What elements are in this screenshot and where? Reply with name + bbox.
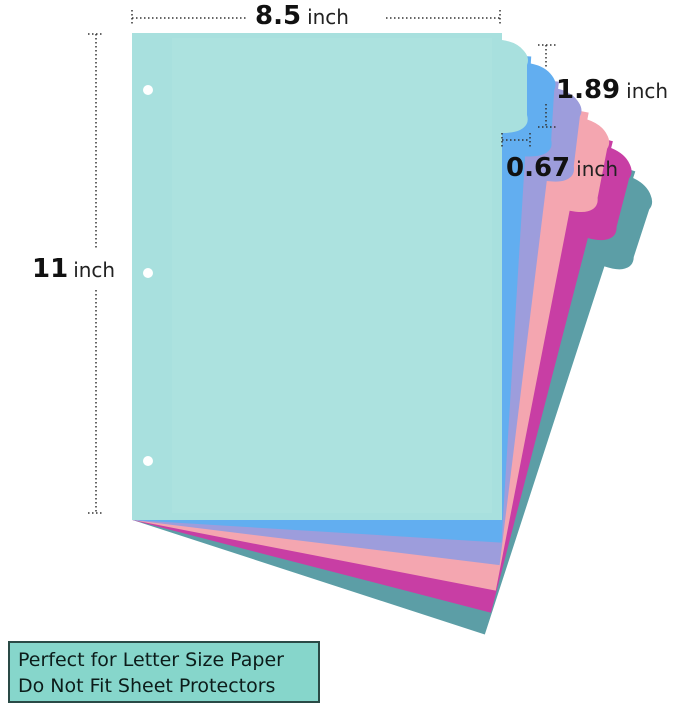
dimension-label: 1.89 inch [556,75,668,105]
note-line: Perfect for Letter Size Paper [18,649,284,671]
punch-hole [143,456,153,466]
dimension-value: 0.67 [506,153,570,183]
dimension-lines [88,10,556,514]
dimension-labels: 8.5 inch 1.89 inch 0.67 inch 11 inch [32,1,668,284]
dimension-value: 1.89 [556,75,620,105]
sheet-sheen [172,38,492,513]
punch-hole [143,85,153,95]
note-box: Perfect for Letter Size Paper Do Not Fit… [8,641,320,703]
dimension-label: 0.67 inch [506,153,618,183]
dimension-value: 11 [32,254,68,284]
dimension-unit: inch [576,157,618,181]
dimension-unit: inch [307,5,349,29]
dimension-unit: inch [73,258,115,282]
punch-hole [143,268,153,278]
dimension-label: 11 inch [32,254,115,284]
dimension-unit: inch [626,79,668,103]
dimension-label: 8.5 inch [255,1,349,31]
dimension-value: 8.5 [255,1,301,31]
dividers [132,33,661,643]
note-line: Do Not Fit Sheet Protectors [18,675,276,697]
